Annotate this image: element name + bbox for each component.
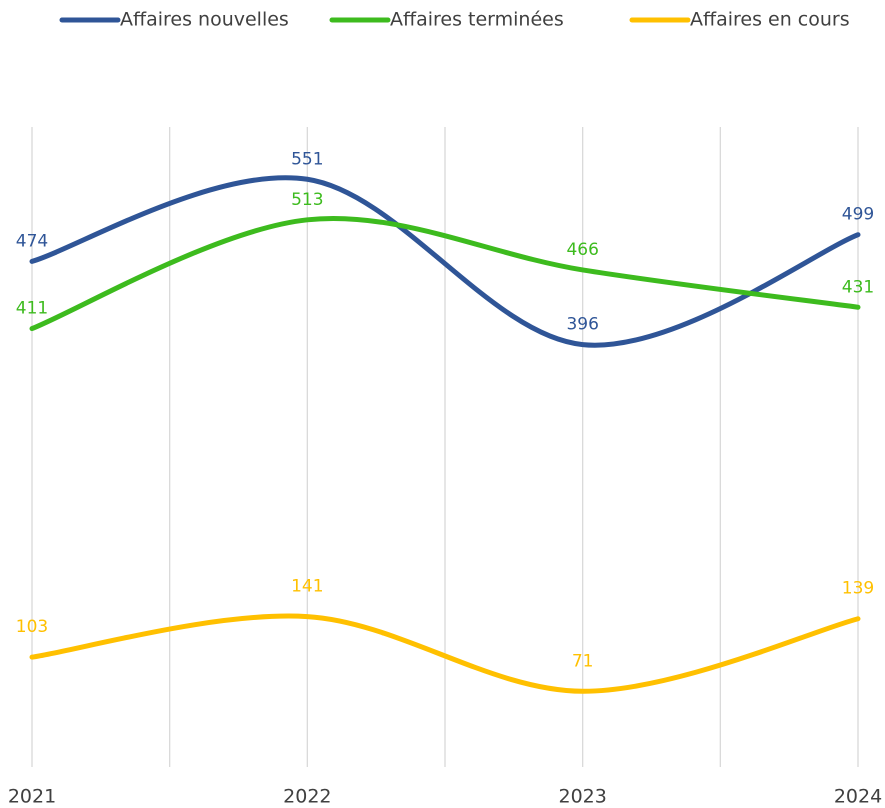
data-label: 141 <box>291 577 323 597</box>
data-label: 396 <box>566 315 598 335</box>
legend-label: Affaires terminées <box>390 9 564 31</box>
x-tick-label: 2022 <box>283 786 331 808</box>
x-tick-label: 2023 <box>558 786 606 808</box>
data-label: 474 <box>16 231 48 251</box>
data-label: 139 <box>842 579 874 599</box>
data-label: 103 <box>16 617 48 637</box>
data-label: 411 <box>16 299 48 319</box>
data-label: 513 <box>291 190 323 210</box>
series-line <box>29 613 861 694</box>
series-line <box>29 215 861 332</box>
legend-label: Affaires en cours <box>690 9 850 31</box>
data-label: 431 <box>842 277 874 297</box>
data-label: 466 <box>566 240 598 260</box>
x-tick-label: 2021 <box>8 786 56 808</box>
x-tick-label: 2024 <box>834 786 882 808</box>
data-label: 551 <box>291 149 323 169</box>
legend-label: Affaires nouvelles <box>120 9 289 31</box>
data-label: 71 <box>572 651 594 671</box>
series-line <box>29 175 861 348</box>
data-label: 499 <box>842 205 874 225</box>
